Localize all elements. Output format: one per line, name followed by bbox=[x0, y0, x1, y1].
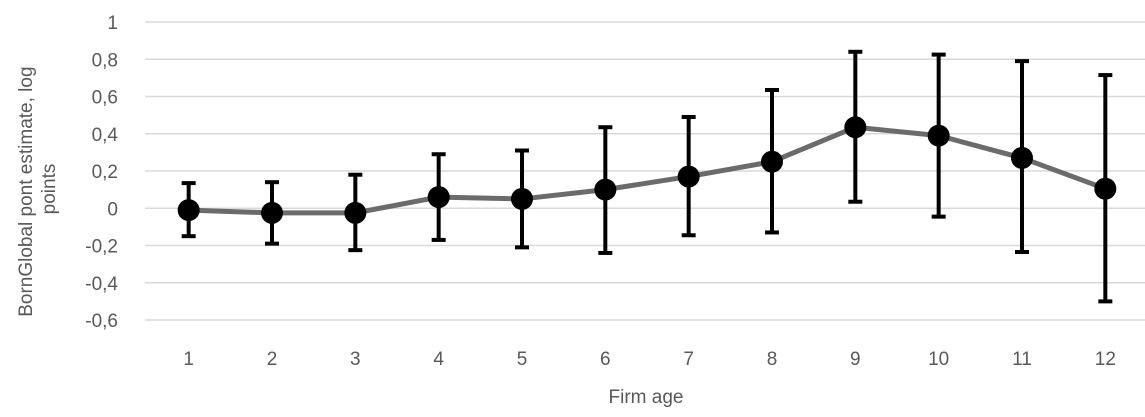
x-tick-label: 1 bbox=[183, 349, 194, 370]
x-tick-label: 5 bbox=[517, 349, 528, 370]
x-axis-title: Firm age bbox=[609, 387, 684, 408]
y-tick-label: -0,4 bbox=[85, 274, 118, 295]
y-tick-label: 0 bbox=[107, 199, 118, 220]
y-axis-title-line-2: points bbox=[39, 164, 60, 215]
x-tick-label: 2 bbox=[267, 349, 278, 370]
data-point bbox=[844, 116, 867, 139]
error-bars bbox=[181, 49, 1113, 304]
x-tick-label: 9 bbox=[850, 349, 861, 370]
y-tick-label: -0,2 bbox=[85, 237, 118, 258]
data-point bbox=[1011, 146, 1033, 169]
x-tick-label: 10 bbox=[928, 349, 949, 370]
x-tick-label: 4 bbox=[433, 349, 444, 370]
y-tick-label: 0,8 bbox=[92, 50, 118, 71]
x-tick-label: 12 bbox=[1095, 349, 1116, 370]
data-point bbox=[594, 178, 617, 201]
y-tick-labels: -0,6 -0,4 -0,2 0 0,2 0,4 0,6 0,8 1 bbox=[85, 13, 118, 332]
data-point bbox=[177, 199, 200, 222]
data-point bbox=[427, 186, 450, 209]
x-tick-labels: 1 2 3 4 5 6 7 8 9 10 11 12 bbox=[183, 349, 1116, 370]
data-point bbox=[511, 187, 533, 210]
y-axis-title: BornGlobal pont estimate, log points bbox=[16, 61, 60, 317]
x-tick-label: 11 bbox=[1012, 349, 1032, 370]
data-point bbox=[261, 201, 283, 224]
y-tick-label: 0,2 bbox=[92, 162, 118, 183]
y-tick-label: 0,6 bbox=[92, 88, 118, 109]
data-point bbox=[761, 150, 783, 173]
x-tick-label: 3 bbox=[350, 349, 361, 370]
data-point bbox=[1094, 177, 1117, 200]
x-tick-label: 8 bbox=[767, 349, 778, 370]
series-line bbox=[188, 124, 1107, 216]
y-axis-title-line-1: BornGlobal pont estimate, log bbox=[16, 66, 37, 316]
y-tick-label: -0,6 bbox=[85, 311, 118, 332]
x-tick-label: 6 bbox=[600, 349, 611, 370]
y-tick-label: 0,4 bbox=[92, 125, 119, 146]
data-points bbox=[177, 116, 1117, 224]
gridlines bbox=[145, 21, 1145, 321]
x-tick-label: 7 bbox=[683, 349, 694, 370]
data-point bbox=[677, 165, 700, 188]
y-tick-label: 1 bbox=[107, 13, 118, 34]
data-point bbox=[344, 201, 367, 224]
data-point bbox=[927, 124, 950, 147]
